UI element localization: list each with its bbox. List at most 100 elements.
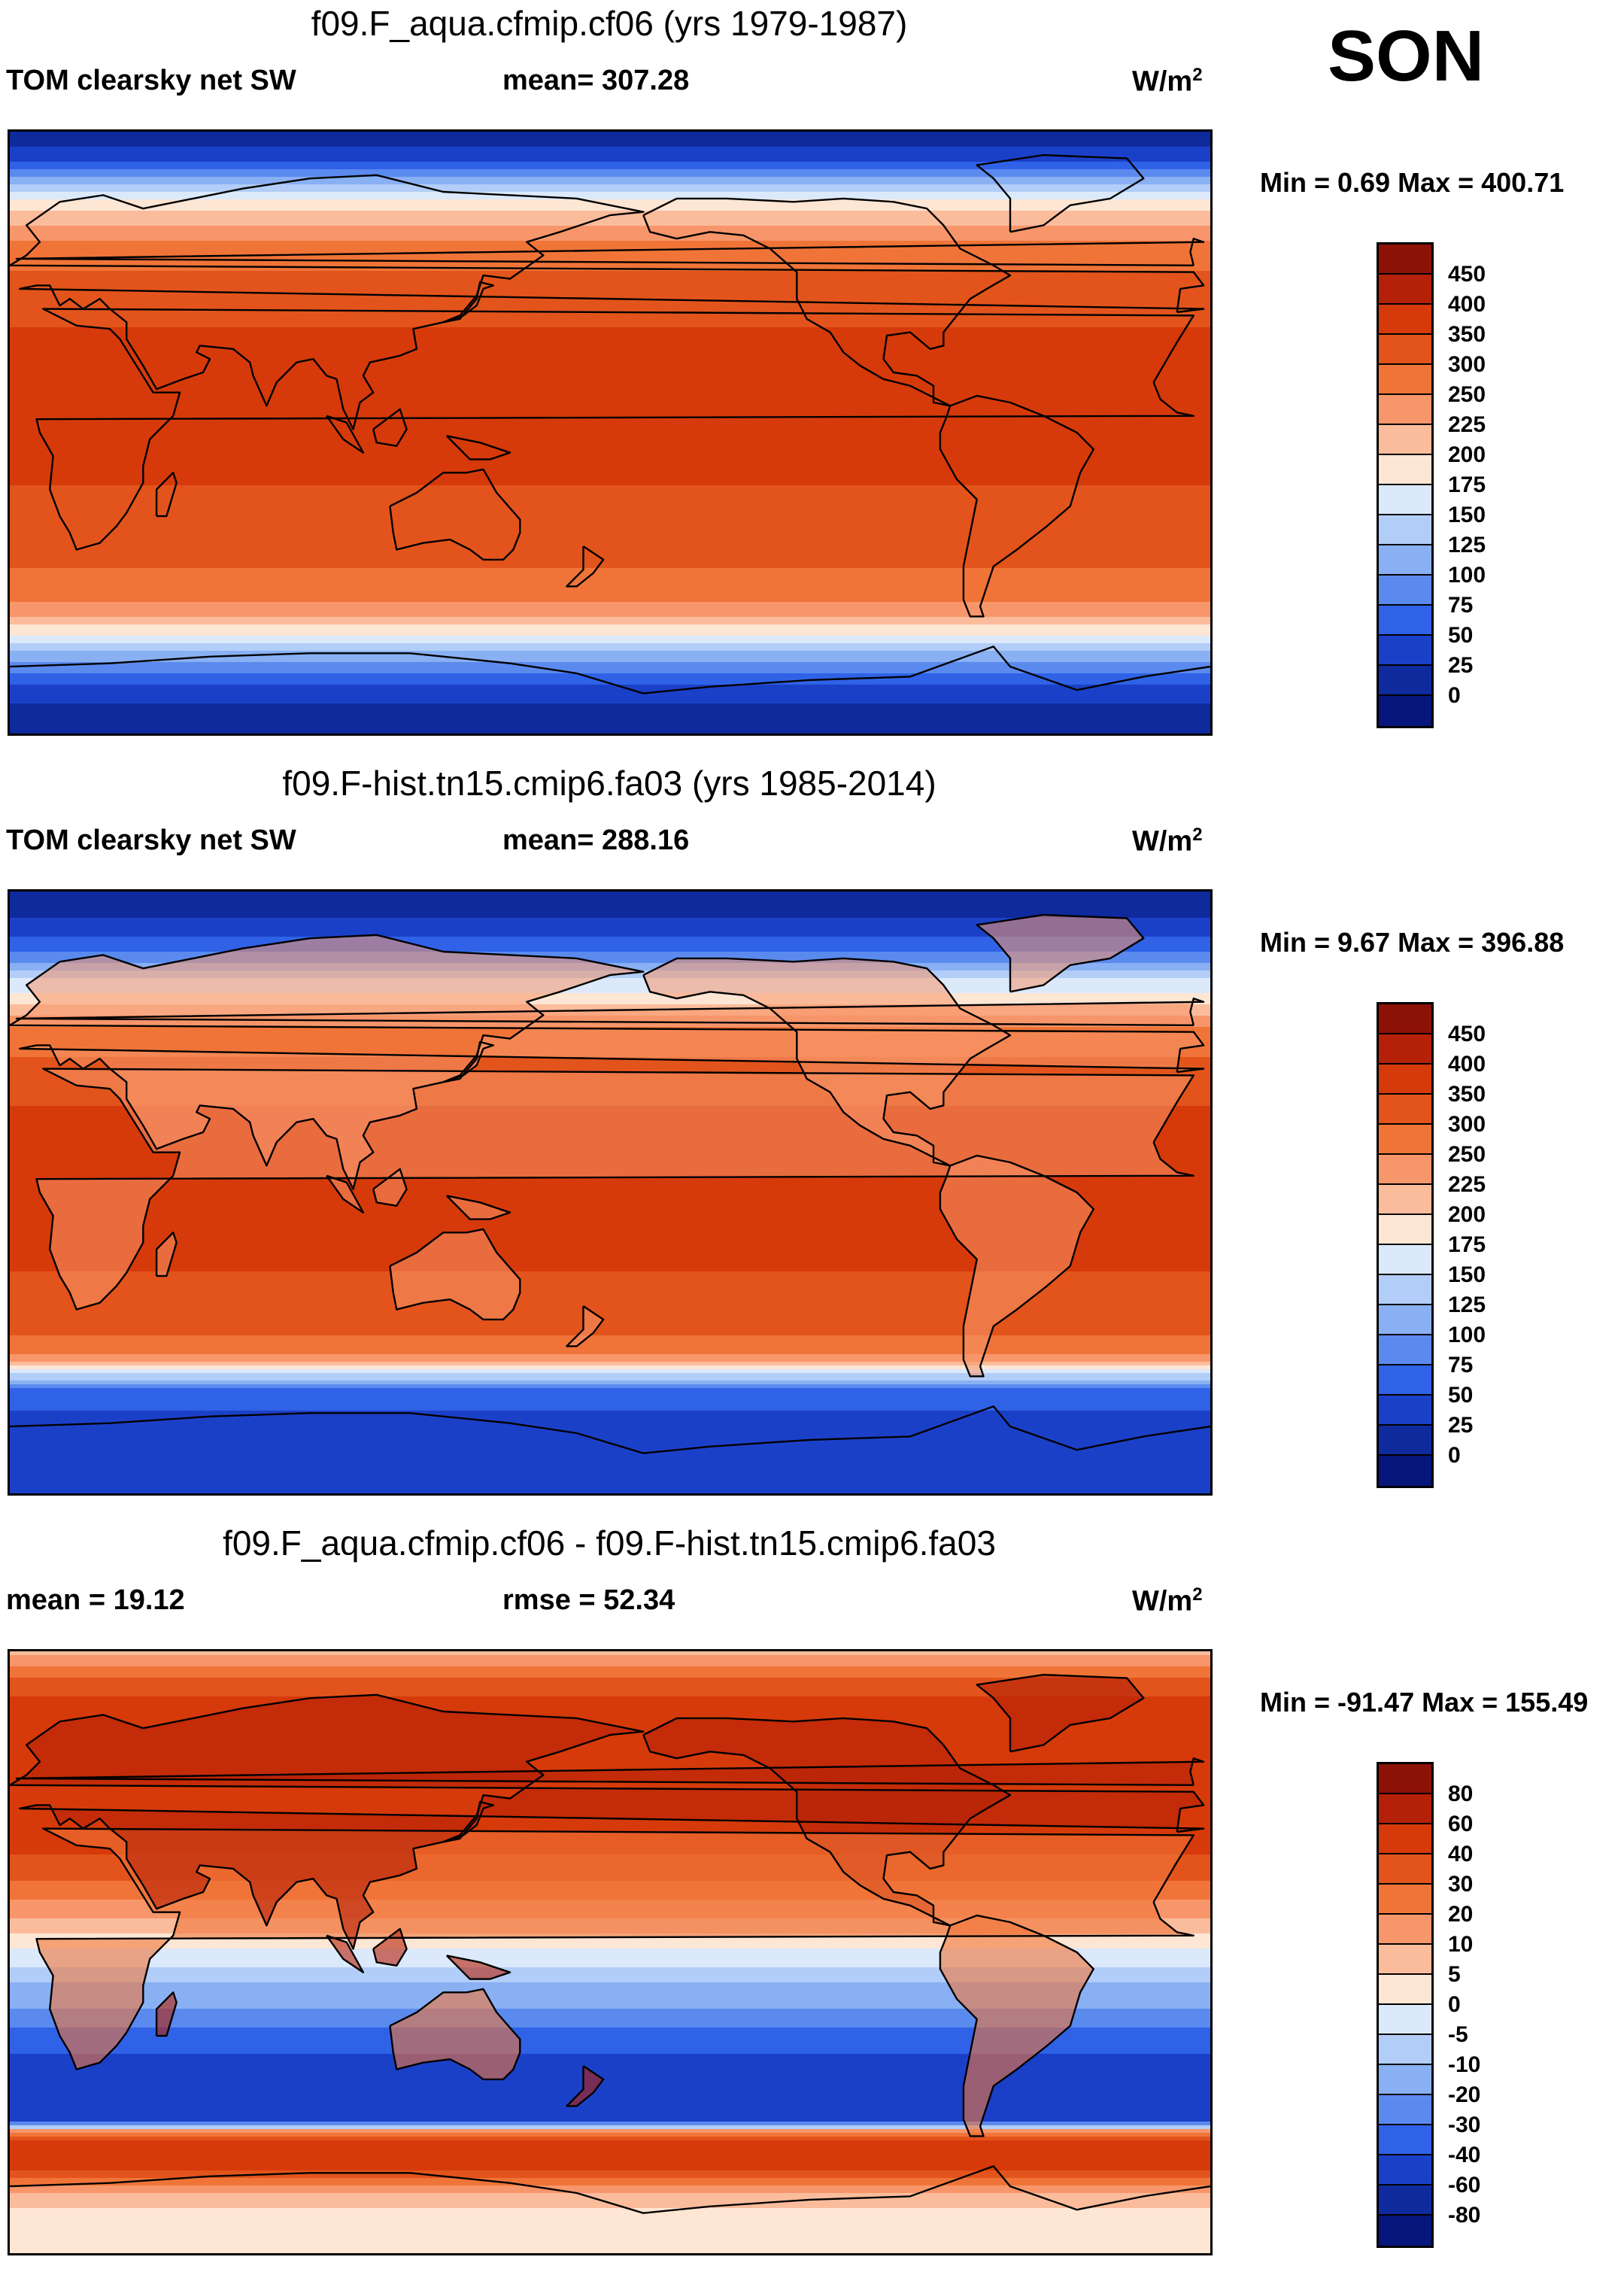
- map-band: [10, 399, 1210, 403]
- map-band: [10, 918, 1210, 922]
- map-band: [10, 1264, 1210, 1268]
- map-band: [10, 1369, 1210, 1374]
- map-band: [10, 617, 1210, 621]
- colorbar-label: -20: [1448, 2082, 1481, 2107]
- map-band: [10, 339, 1210, 343]
- map-band: [10, 350, 1210, 354]
- land-shading: [976, 1675, 1144, 1752]
- colorbar-box: [1379, 1854, 1431, 1885]
- map-band: [10, 1283, 1210, 1287]
- map-band: [10, 2163, 1210, 2167]
- colorbar-box: [1379, 1456, 1431, 1486]
- land-shading: [443, 1042, 493, 1083]
- land-shading: [446, 1955, 510, 1979]
- coastline: [389, 468, 521, 561]
- map-band: [10, 173, 1210, 178]
- map-band: [10, 2144, 1210, 2149]
- map-band: [10, 1271, 1210, 1276]
- colorbar-label: 350: [1448, 1082, 1486, 1107]
- map-band: [10, 463, 1210, 467]
- map-band: [10, 549, 1210, 554]
- colorbar-label: 0: [1448, 1443, 1461, 1468]
- colorbar-box: [1379, 485, 1431, 515]
- colorbar-label: 0: [1448, 683, 1461, 708]
- map-band: [10, 1414, 1210, 1419]
- map-band: [10, 2185, 1210, 2190]
- map-band: [10, 1482, 1210, 1487]
- colorbar-box: [1379, 2155, 1431, 2185]
- map-band: [10, 293, 1210, 298]
- map-band: [10, 2027, 1210, 2032]
- map-band: [10, 1459, 1210, 1464]
- colorbar-label: 10: [1448, 1932, 1474, 1957]
- map-band: [10, 500, 1210, 505]
- map-band: [10, 1358, 1210, 1362]
- colorbar-label: 100: [1448, 563, 1486, 588]
- colorbar-box: [1379, 425, 1431, 455]
- map-band: [10, 1997, 1210, 2002]
- map-band: [10, 1065, 1210, 1069]
- map-band: [10, 263, 1210, 268]
- map-band: [10, 1828, 1210, 1833]
- map-band: [10, 2178, 1210, 2182]
- map-band: [10, 1734, 1210, 1739]
- land-shading: [326, 1935, 363, 1973]
- map-band: [10, 233, 1210, 238]
- map-band: [10, 1373, 1210, 1377]
- colorbar-label: 75: [1448, 593, 1474, 618]
- colorbar-box: [1379, 1426, 1431, 1456]
- map-band: [10, 1824, 1210, 1829]
- map-band: [10, 2114, 1210, 2119]
- map-band: [10, 1433, 1210, 1438]
- map-band: [10, 1332, 1210, 1336]
- coastline: [326, 1934, 365, 1973]
- map-band: [10, 1256, 1210, 1261]
- map-band: [10, 448, 1210, 452]
- colorbar-box: [1379, 2035, 1431, 2065]
- map-band: [10, 523, 1210, 527]
- map-band: [10, 711, 1210, 715]
- colorbar-box: [1379, 1004, 1431, 1034]
- map-band: [10, 1313, 1210, 1317]
- coastline: [15, 1757, 1205, 1786]
- coastline: [939, 394, 1095, 618]
- units-exponent: 2: [1192, 65, 1203, 85]
- map-band: [10, 1275, 1210, 1280]
- map-band: [10, 2005, 1210, 2009]
- map-band: [10, 1403, 1210, 1408]
- variable-label: TOM clearsky net SW: [6, 825, 296, 856]
- map-band: [10, 1061, 1210, 1065]
- map-band: [10, 158, 1210, 163]
- map-band: [10, 1268, 1210, 1272]
- map-band: [10, 2193, 1210, 2198]
- map-band: [10, 2024, 1210, 2028]
- map-band: [10, 455, 1210, 460]
- map-band: [10, 282, 1210, 287]
- colorbar-label: 80: [1448, 1781, 1474, 1806]
- map-band: [10, 459, 1210, 463]
- land-shading: [390, 1229, 521, 1320]
- map-band: [10, 1490, 1210, 1493]
- map-band: [10, 703, 1210, 708]
- map-band: [10, 1674, 1210, 1678]
- map-band: [10, 2238, 1210, 2243]
- coastline: [35, 1068, 1195, 1311]
- map-band: [10, 214, 1210, 219]
- coastline: [326, 415, 365, 454]
- map-band: [10, 470, 1210, 475]
- map-band: [10, 2110, 1210, 2115]
- map-band: [10, 2031, 1210, 2036]
- map-band: [10, 331, 1210, 336]
- map-band: [10, 2219, 1210, 2224]
- colorbar-box: [1379, 545, 1431, 576]
- colorbar-label: 50: [1448, 623, 1474, 648]
- map-band: [10, 1753, 1210, 1757]
- colorbar-label: 225: [1448, 412, 1486, 437]
- map-band: [10, 2140, 1210, 2145]
- map-band: [10, 891, 1210, 896]
- colorbar-label: 175: [1448, 1232, 1486, 1257]
- colorbar-label: 25: [1448, 1413, 1474, 1438]
- map-band: [10, 1245, 1210, 1250]
- map-band: [10, 275, 1210, 279]
- colorbar-box: [1379, 1155, 1431, 1185]
